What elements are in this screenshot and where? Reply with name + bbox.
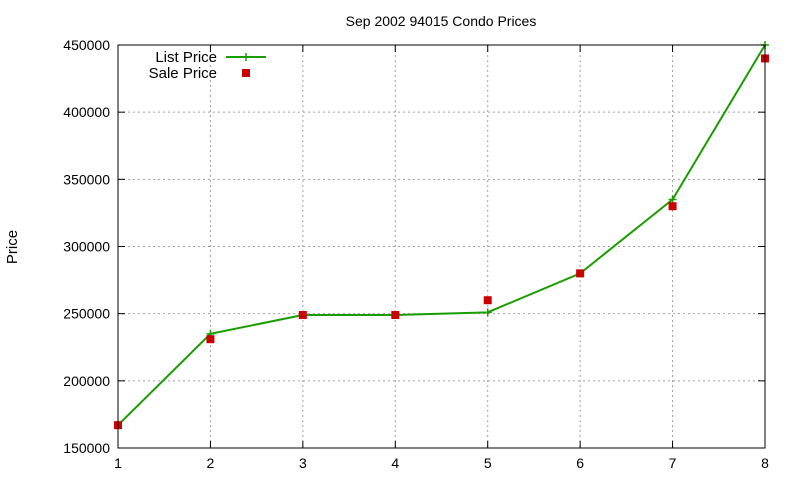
x-tick-label: 3 <box>299 455 307 471</box>
ticks: 150000 200000 250000 300000 350000 400000 4500… <box>63 37 769 471</box>
x-tick-label: 7 <box>669 455 677 471</box>
x-tick-label: 2 <box>207 455 215 471</box>
series-sale-price <box>114 54 769 430</box>
data-point <box>668 195 677 204</box>
data-point <box>668 202 677 211</box>
data-point <box>206 335 215 344</box>
y-tick-label: 300000 <box>63 239 110 255</box>
chart-title: Sep 2002 94015 Condo Prices <box>346 13 537 29</box>
x-tick-label: 8 <box>761 455 769 471</box>
y-axis-label: Price <box>4 230 21 264</box>
y-tick-label: 350000 <box>63 171 110 187</box>
legend-label: Sale Price <box>149 65 217 82</box>
x-tick-label: 5 <box>484 455 492 471</box>
y-tick-label: 450000 <box>63 37 110 53</box>
y-tick-label: 250000 <box>63 306 110 322</box>
grid <box>118 45 765 448</box>
x-tick-label: 1 <box>114 455 122 471</box>
legend-label: List Price <box>155 49 217 66</box>
legend-square-marker <box>242 69 250 77</box>
plot-frame <box>117 44 766 449</box>
data-point <box>298 311 307 320</box>
data-point <box>391 311 400 320</box>
data-point <box>483 308 492 317</box>
x-tick-label: 6 <box>576 455 584 471</box>
series-list-price <box>114 41 769 430</box>
legend-plus-marker <box>242 53 250 61</box>
y-tick-label: 200000 <box>63 373 110 389</box>
y-tick-label: 400000 <box>63 104 110 120</box>
series-line <box>117 44 766 426</box>
x-tick-label: 4 <box>391 455 399 471</box>
y-tick-label: 150000 <box>63 440 110 456</box>
series-layer <box>114 41 769 430</box>
data-point <box>483 296 492 305</box>
data-point <box>576 269 585 278</box>
